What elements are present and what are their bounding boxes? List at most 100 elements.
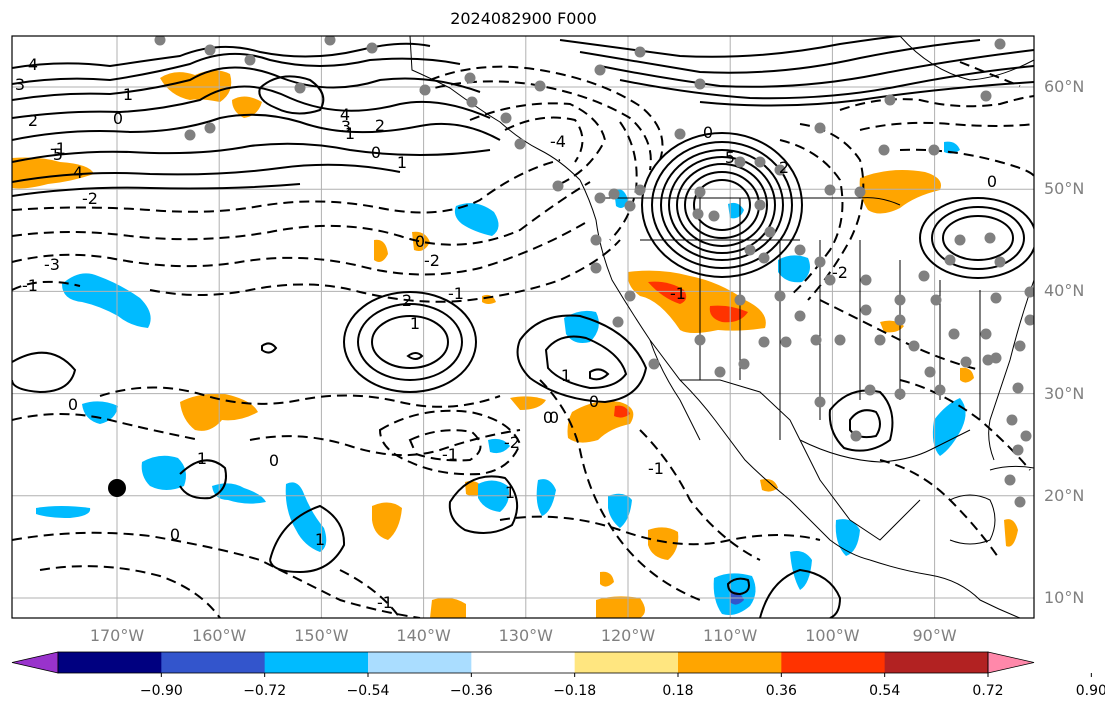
contour-value-label: 2 bbox=[779, 158, 789, 177]
colorbar-high-extension bbox=[988, 652, 1034, 673]
station-dot bbox=[205, 123, 216, 134]
contour-line bbox=[12, 182, 590, 245]
negative-anomaly-region bbox=[62, 273, 151, 328]
colorbar-label: 0.36 bbox=[766, 683, 797, 699]
colorbar-label: −0.36 bbox=[450, 683, 493, 699]
contour-value-label: 4 bbox=[28, 55, 38, 74]
colorbar-segment bbox=[58, 652, 162, 673]
contour-line bbox=[642, 133, 802, 277]
station-dot bbox=[465, 73, 476, 84]
station-dot bbox=[695, 79, 706, 90]
contour-value-label: -1 bbox=[648, 459, 664, 478]
station-dot bbox=[1013, 445, 1024, 456]
positive-anomaly-region bbox=[596, 596, 645, 618]
station-dot bbox=[995, 257, 1006, 268]
contour-value-label: 4 bbox=[340, 105, 350, 124]
central-america-coast bbox=[870, 560, 1020, 618]
station-dot bbox=[985, 233, 996, 244]
station-dot bbox=[851, 431, 862, 442]
station-dot bbox=[295, 83, 306, 94]
colorbar-segment bbox=[575, 652, 679, 673]
contour-value-label: -1 bbox=[22, 276, 38, 295]
contour-line bbox=[652, 142, 792, 268]
contour-value-label: -4 bbox=[550, 132, 566, 151]
contour-line bbox=[40, 566, 220, 618]
station-dot bbox=[825, 185, 836, 196]
colorbar-label: 0.90 bbox=[1076, 683, 1105, 699]
station-dot bbox=[795, 311, 806, 322]
station-dot bbox=[591, 235, 602, 246]
colorbar-label: 0.72 bbox=[972, 683, 1003, 699]
station-dot bbox=[811, 335, 822, 346]
longitude-label: 120°W bbox=[601, 626, 655, 645]
negative-anomaly-region bbox=[778, 255, 810, 282]
station-dot bbox=[420, 85, 431, 96]
latitude-label: 50°N bbox=[1044, 179, 1084, 198]
station-dot bbox=[765, 227, 776, 238]
contour-line bbox=[590, 369, 608, 379]
station-dot bbox=[983, 355, 994, 366]
station-dot bbox=[781, 337, 792, 348]
contour-line bbox=[12, 533, 420, 618]
colorbar-label: −0.54 bbox=[347, 683, 390, 699]
station-dot bbox=[625, 291, 636, 302]
station-dot bbox=[925, 367, 936, 378]
contour-line bbox=[943, 216, 1013, 260]
station-dot bbox=[745, 245, 756, 256]
station-dot bbox=[735, 157, 746, 168]
station-dot bbox=[715, 367, 726, 378]
station-dot bbox=[981, 91, 992, 102]
alaska-coast bbox=[410, 36, 580, 180]
longitude-label: 170°W bbox=[90, 626, 144, 645]
station-dot bbox=[815, 397, 826, 408]
positive-anomaly-region bbox=[760, 479, 778, 492]
station-dot bbox=[861, 305, 872, 316]
station-dot bbox=[929, 145, 940, 156]
contour-line bbox=[610, 122, 637, 240]
contour-line bbox=[600, 50, 1034, 87]
negative-anomaly-regions bbox=[36, 142, 966, 615]
positive-anomaly-region bbox=[372, 502, 402, 540]
station-dot bbox=[709, 211, 720, 222]
station-dot bbox=[595, 193, 606, 204]
colorbar-label: 0.18 bbox=[662, 683, 693, 699]
station-dot bbox=[625, 201, 636, 212]
contour-value-label: 0 bbox=[415, 232, 425, 251]
station-dot bbox=[909, 341, 920, 352]
station-dot bbox=[467, 97, 478, 108]
station-dot bbox=[759, 253, 770, 264]
contour-value-label: 2 bbox=[375, 116, 385, 135]
colorbar-segment bbox=[368, 652, 472, 673]
station-dot bbox=[675, 129, 686, 140]
positive-anomaly-region bbox=[960, 368, 974, 383]
contour-value-label: -1 bbox=[442, 445, 458, 464]
contour-line bbox=[685, 172, 759, 238]
contour-value-label: 0 bbox=[170, 525, 180, 544]
station-dot bbox=[995, 39, 1006, 50]
map-plot-area: 43210-1-2-3543 2101210-1-2-101 0 -1-2520-10… bbox=[12, 35, 1036, 619]
mexico-interior bbox=[800, 440, 920, 540]
latitude-label: 40°N bbox=[1044, 281, 1084, 300]
contour-line bbox=[262, 343, 276, 352]
station-dot bbox=[367, 43, 378, 54]
contour-value-label: -1 bbox=[670, 284, 686, 303]
contour-value-label: 5 bbox=[53, 145, 63, 164]
contour-value-label: 1 bbox=[561, 366, 571, 385]
station-dot bbox=[759, 337, 770, 348]
contour-value-label: 2 bbox=[28, 111, 38, 130]
contour-value-label: 0 bbox=[371, 143, 381, 162]
longitude-label: 90°W bbox=[913, 626, 957, 645]
station-dot bbox=[991, 293, 1002, 304]
contour-value-label: -3 bbox=[44, 255, 60, 274]
station-dot bbox=[693, 209, 704, 220]
station-dot bbox=[635, 185, 646, 196]
station-dot bbox=[1005, 475, 1016, 486]
contour-value-label: 0 bbox=[543, 408, 553, 427]
latitude-label: 10°N bbox=[1044, 588, 1084, 607]
contour-value-label: -2 bbox=[504, 433, 520, 452]
contour-value-label: -1 bbox=[377, 593, 393, 612]
station-dot bbox=[949, 329, 960, 340]
contour-value-label: -1 bbox=[448, 284, 464, 303]
longitude-label: 150°W bbox=[294, 626, 348, 645]
station-dot bbox=[609, 189, 620, 200]
